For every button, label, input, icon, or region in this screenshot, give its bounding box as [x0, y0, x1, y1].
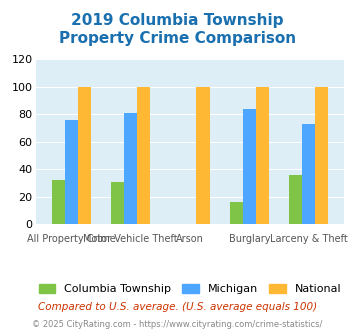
Bar — [78, 87, 91, 224]
Bar — [124, 113, 137, 224]
Bar — [230, 202, 243, 224]
Bar — [315, 87, 328, 224]
Bar — [256, 87, 269, 224]
Text: Compared to U.S. average. (U.S. average equals 100): Compared to U.S. average. (U.S. average … — [38, 302, 317, 312]
Bar — [51, 181, 65, 224]
Bar — [137, 87, 150, 224]
Bar — [243, 109, 256, 224]
Legend: Columbia Township, Michigan, National: Columbia Township, Michigan, National — [34, 280, 346, 299]
Bar — [111, 182, 124, 224]
Text: 2019 Columbia Township
Property Crime Comparison: 2019 Columbia Township Property Crime Co… — [59, 13, 296, 46]
Text: © 2025 CityRating.com - https://www.cityrating.com/crime-statistics/: © 2025 CityRating.com - https://www.city… — [32, 320, 323, 329]
Bar — [289, 175, 302, 224]
Bar — [65, 120, 78, 224]
Bar — [302, 124, 315, 224]
Bar — [196, 87, 209, 224]
